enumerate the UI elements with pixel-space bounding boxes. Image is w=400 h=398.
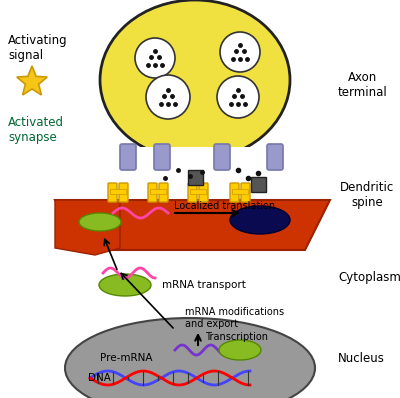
Polygon shape (55, 200, 120, 255)
Bar (150, 189, 166, 194)
Polygon shape (17, 66, 47, 95)
FancyBboxPatch shape (120, 144, 136, 170)
Bar (190, 189, 206, 194)
FancyBboxPatch shape (153, 143, 237, 157)
Text: Pre-mRNA: Pre-mRNA (100, 353, 152, 363)
Bar (110, 189, 126, 194)
Ellipse shape (230, 206, 290, 234)
Ellipse shape (65, 318, 315, 398)
Circle shape (220, 32, 260, 72)
FancyBboxPatch shape (148, 183, 157, 202)
Ellipse shape (100, 0, 290, 160)
Text: Nucleus: Nucleus (338, 351, 385, 365)
Bar (232, 189, 248, 194)
Text: Transcription: Transcription (205, 332, 268, 342)
Text: DNA: DNA (88, 373, 111, 383)
Text: Axon
terminal: Axon terminal (338, 71, 388, 99)
FancyBboxPatch shape (188, 183, 197, 202)
Circle shape (146, 75, 190, 119)
FancyBboxPatch shape (108, 183, 117, 202)
Text: Localized translation: Localized translation (174, 201, 275, 211)
FancyBboxPatch shape (241, 183, 250, 202)
Bar (251, 177, 266, 192)
FancyBboxPatch shape (154, 144, 170, 170)
FancyBboxPatch shape (199, 183, 208, 202)
Ellipse shape (219, 340, 261, 360)
Text: Activated
synapse: Activated synapse (8, 116, 64, 144)
FancyBboxPatch shape (214, 144, 230, 170)
FancyBboxPatch shape (267, 144, 283, 170)
Ellipse shape (99, 274, 151, 296)
Text: mRNA modifications
and export: mRNA modifications and export (185, 307, 284, 329)
Bar (100, 147, 310, 175)
Text: mRNA transport: mRNA transport (162, 280, 246, 290)
FancyBboxPatch shape (159, 183, 168, 202)
Ellipse shape (79, 213, 121, 231)
Text: Cytoplasm: Cytoplasm (338, 271, 400, 285)
FancyBboxPatch shape (119, 183, 128, 202)
Bar (188, 170, 203, 185)
Circle shape (217, 76, 259, 118)
Polygon shape (55, 200, 330, 250)
FancyBboxPatch shape (230, 183, 239, 202)
Text: Dendritic
spine: Dendritic spine (340, 181, 394, 209)
Text: Activating
signal: Activating signal (8, 34, 68, 62)
Circle shape (135, 38, 175, 78)
